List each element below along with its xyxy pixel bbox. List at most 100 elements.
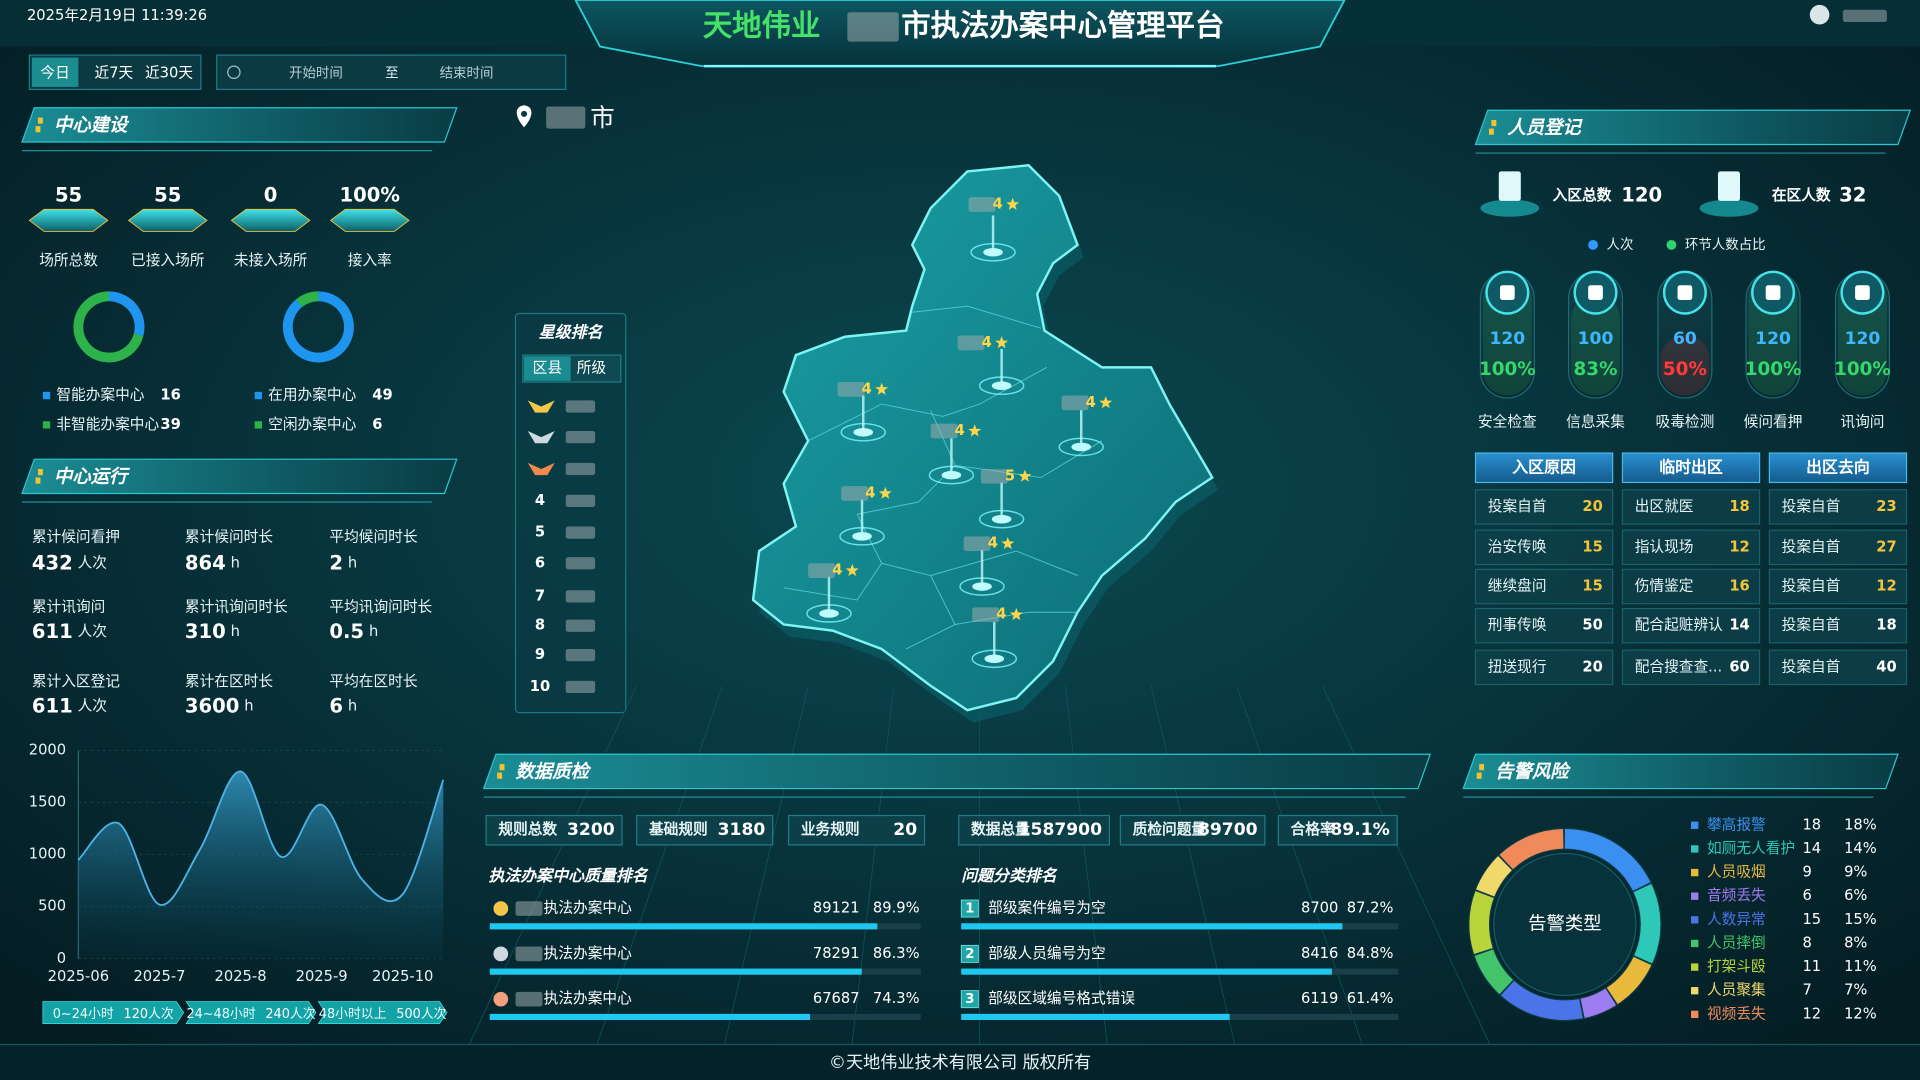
alert-share: 18%	[1844, 816, 1877, 833]
start-date[interactable]: 开始时间	[289, 65, 343, 81]
date-range[interactable]	[216, 54, 567, 90]
panel-icon	[499, 764, 505, 771]
star-icon	[1006, 197, 1020, 210]
y-tick-label: 500	[38, 898, 66, 915]
table-row	[1621, 607, 1761, 644]
redacted	[565, 619, 596, 632]
row-name: 配合起赃辨认	[1635, 616, 1723, 634]
panel-icon	[35, 477, 41, 484]
row-name: 投案自首	[1782, 497, 1841, 515]
star-icon	[878, 486, 892, 499]
duration-text-part: 0~24小时	[53, 1006, 114, 1021]
alert-segment	[1580, 988, 1617, 1018]
row-name: 投案自首	[1782, 537, 1841, 555]
filter-tab[interactable]: 近7天	[95, 64, 134, 81]
filter-tab[interactable]: 今日	[40, 64, 69, 81]
run-stat-label: 累计候问看押	[32, 529, 120, 546]
marker-stars: 4	[955, 422, 965, 439]
table-row	[1768, 649, 1908, 686]
duration-text-part: 120	[124, 1006, 149, 1021]
donut-inner	[1493, 852, 1637, 997]
duration-pill	[185, 1001, 317, 1025]
total-icon-base	[1480, 199, 1540, 217]
table-header	[1621, 452, 1761, 484]
redacted	[841, 486, 869, 501]
ranking-rate: 61.4%	[1347, 990, 1394, 1007]
legend-name: 非智能办案中心	[56, 415, 159, 433]
row-value: 18	[1876, 617, 1896, 634]
panel-icon	[37, 468, 43, 476]
rank-tab-active	[524, 356, 571, 381]
rank-badge-number: 1	[965, 902, 974, 917]
rank-tab[interactable]: 区县	[533, 360, 562, 377]
row-name: 扭送现行	[1488, 658, 1547, 675]
panel-icon	[1491, 120, 1497, 127]
map-grid	[850, 685, 895, 1054]
duration-pill	[317, 1001, 448, 1025]
legend-value: 49	[372, 387, 392, 404]
map-grid	[722, 685, 809, 1054]
stat-label: 未接入场所	[234, 252, 308, 269]
stage-ratio: 100%	[1745, 359, 1802, 380]
star-icon	[995, 336, 1009, 349]
alert-name: 音频丢失	[1707, 887, 1766, 904]
run-stat-label: 累计讯询问时长	[185, 598, 288, 615]
header-center	[574, 0, 1346, 68]
duration-text-part: 人次	[421, 1006, 447, 1021]
stat-pedestal	[127, 208, 208, 232]
user-avatar[interactable]	[1809, 4, 1830, 25]
legend-dot	[1666, 240, 1677, 250]
legend-swatch	[1691, 987, 1699, 995]
row-name: 投案自首	[1782, 657, 1841, 675]
alert-segment	[1474, 949, 1514, 995]
legend-value: 16	[160, 387, 180, 404]
rank-tab[interactable]: 所级	[577, 360, 607, 377]
metric-label: 合格率	[1290, 820, 1335, 838]
total-label: 入区总数	[1553, 186, 1612, 204]
table-row	[1768, 568, 1908, 605]
legend-name: 空闲办案中心	[268, 415, 356, 433]
run-stat-value-part: h	[244, 698, 253, 715]
stage-count: 120	[1755, 329, 1791, 349]
medal-icon	[527, 462, 555, 476]
alert-share: 8%	[1844, 934, 1867, 951]
total-icon-base	[1699, 199, 1759, 217]
medal-icon	[493, 991, 509, 1007]
y-tick-label: 2000	[29, 742, 66, 759]
end-date[interactable]: 结束时间	[440, 65, 494, 81]
x-tick-label: 2025-10	[372, 968, 433, 985]
y-tick-label: 1000	[29, 846, 66, 863]
stat-pedestal	[28, 208, 109, 232]
redacted	[515, 946, 543, 962]
run-stat-value-part: h	[369, 623, 378, 640]
map-grid	[1322, 685, 1495, 1054]
metric-box	[636, 814, 774, 846]
table-header	[1474, 452, 1614, 484]
map-region	[751, 164, 1214, 712]
ranking-name: 部级人员编号为空	[988, 945, 1106, 962]
alert-value: 6	[1802, 887, 1811, 904]
ranking-rate: 84.8%	[1347, 945, 1394, 962]
bar	[489, 1013, 811, 1020]
map-location: 市	[590, 103, 614, 132]
stat-pedestal	[230, 208, 311, 232]
alert-name: 人员摔倒	[1707, 934, 1766, 951]
alert-segment	[1633, 883, 1661, 964]
panel-header-bg	[1474, 109, 1912, 146]
alert-name: 视频丢失	[1707, 1005, 1766, 1022]
header-side	[1320, 0, 1920, 47]
marker-stars: 4	[996, 606, 1006, 623]
run-stat-value-part: 0.5	[329, 619, 364, 642]
metric-box	[1277, 814, 1398, 846]
duration-text: 24~48小时 240人次	[186, 1006, 315, 1021]
bar	[961, 968, 1332, 975]
filter-tab[interactable]: 近30天	[145, 64, 193, 81]
run-stat-value-part: 432	[32, 551, 73, 574]
row-value: 40	[1876, 658, 1896, 675]
run-stat-value: 611 人次	[32, 619, 107, 642]
copyright: ©天地伟业技术有限公司 版权所有	[829, 1053, 1091, 1073]
total-icon	[1498, 171, 1521, 201]
alert-share: 15%	[1844, 911, 1877, 928]
metric-value: 3200	[567, 820, 615, 840]
